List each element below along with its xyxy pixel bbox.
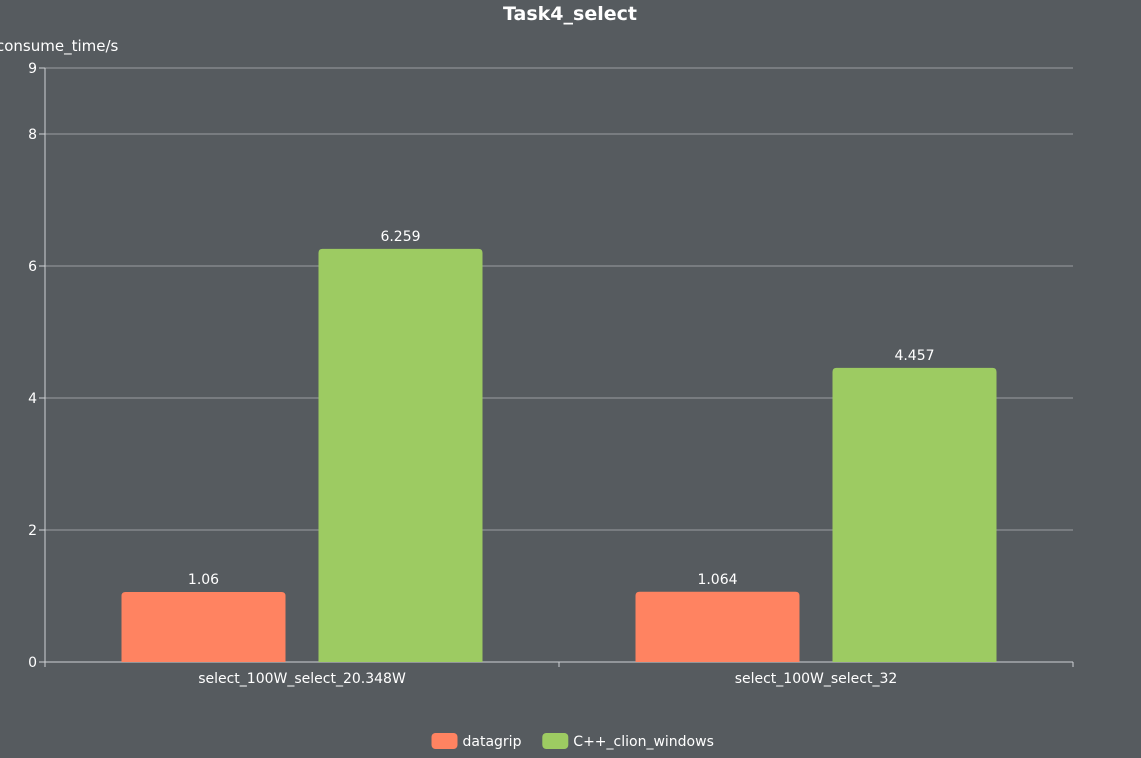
legend-item-c-clion-windows[interactable]: C++_clion_windows [542, 733, 714, 750]
bar-value-label: 1.064 [697, 572, 737, 588]
bar-value-label: 4.457 [894, 348, 934, 364]
bar-datagrip[interactable] [635, 591, 800, 662]
y-tick-label: 6 [28, 259, 37, 275]
legend-label: datagrip [463, 734, 522, 750]
legend[interactable]: datagrip C++_clion_windows [431, 733, 714, 750]
bar-c-clion-windows[interactable] [832, 367, 997, 662]
bar-value-label: 1.06 [188, 572, 219, 588]
bar-datagrip[interactable] [121, 592, 286, 662]
chart-title: Task4_select [503, 3, 637, 25]
legend-item-datagrip[interactable]: datagrip [431, 733, 522, 750]
y-tick-label: 4 [28, 391, 37, 407]
bars [121, 248, 997, 662]
bar-c-clion-windows[interactable] [318, 248, 483, 662]
y-tick-label: 8 [28, 127, 37, 143]
legend-label: C++_clion_windows [573, 734, 714, 750]
legend-swatch [431, 733, 458, 749]
y-tick-label: 2 [28, 523, 37, 539]
x-category-label: select_100W_select_32 [735, 671, 898, 687]
y-tick-label: 0 [28, 655, 37, 671]
data-labels: 1.06 6.259 1.064 4.457 [188, 229, 935, 588]
legend-swatch [542, 733, 569, 749]
bar-value-label: 6.259 [380, 229, 420, 245]
x-category-label: select_100W_select_20.348W [198, 671, 406, 687]
y-axis-label: consume_time/s [0, 37, 119, 56]
y-tick-label: 9 [28, 61, 37, 77]
